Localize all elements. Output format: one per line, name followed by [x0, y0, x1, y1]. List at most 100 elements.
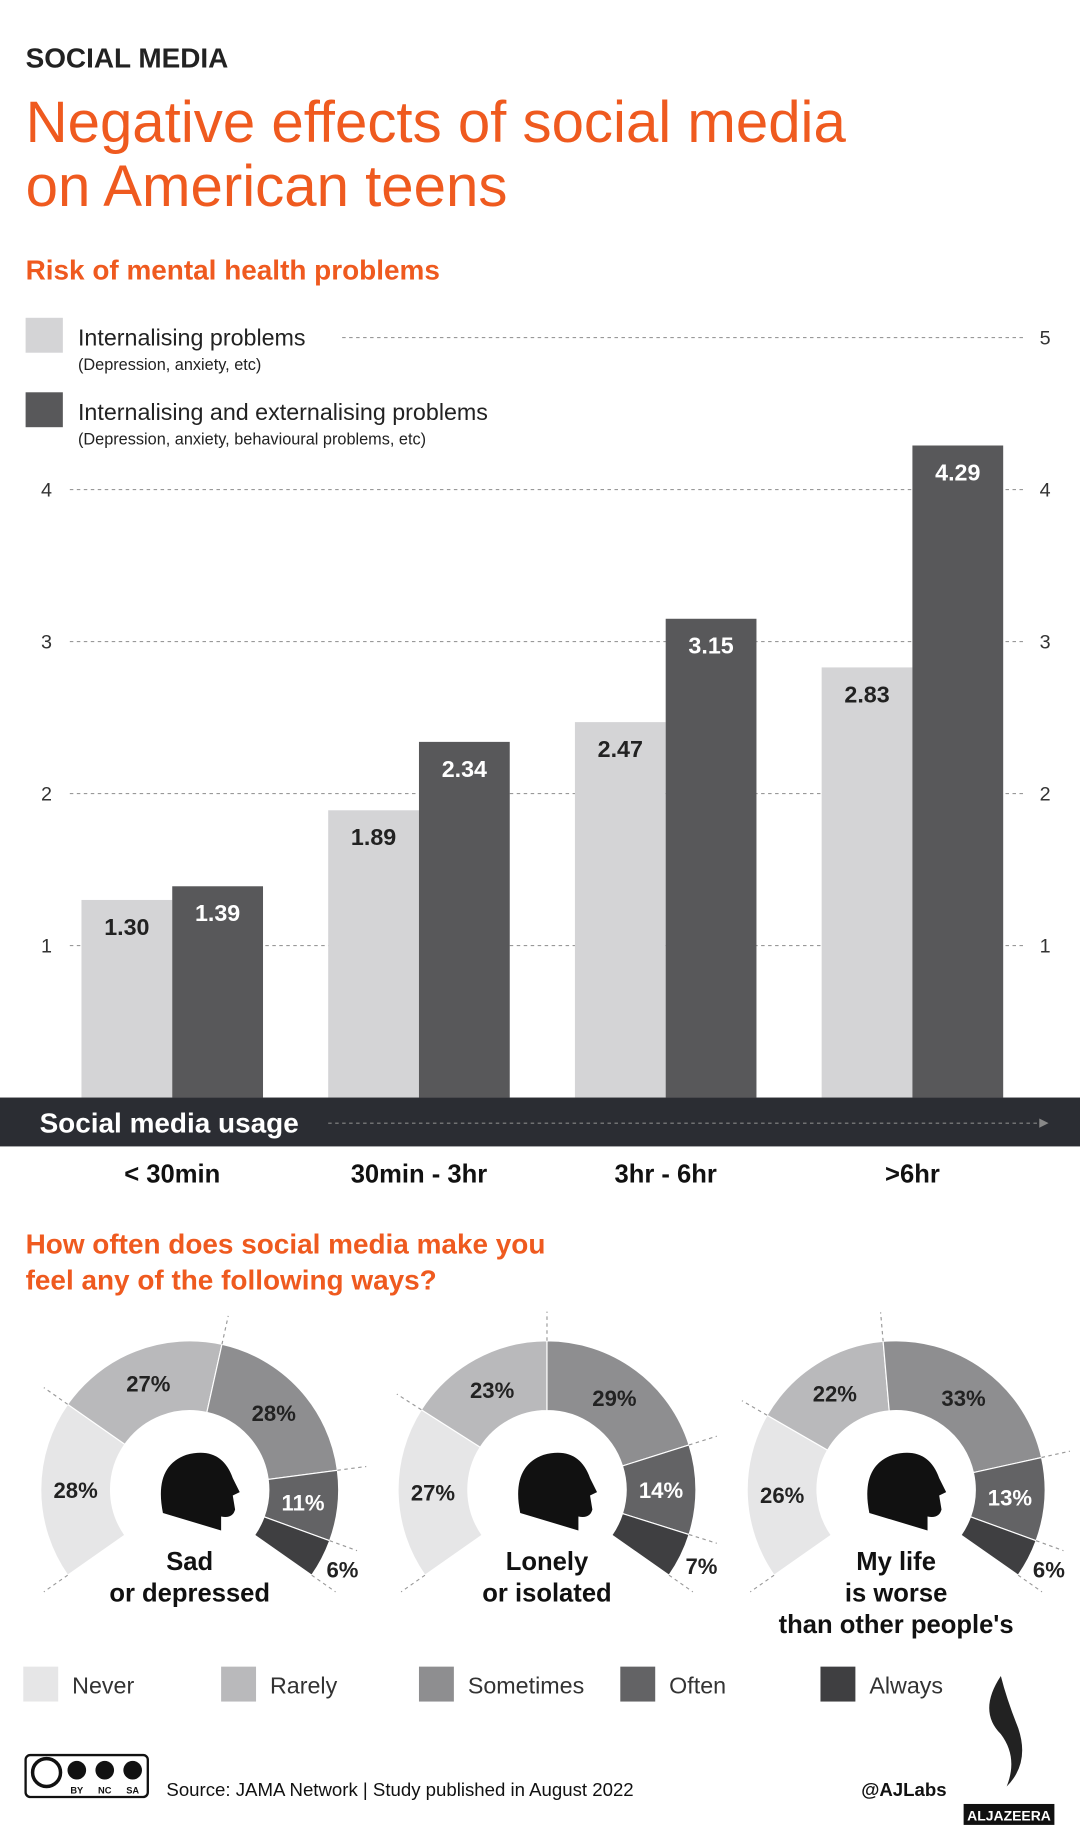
bar	[665, 618, 757, 1098]
donut-value-label: 26%	[760, 1483, 805, 1508]
legend-label: Always	[869, 1672, 943, 1698]
donut-value-label: 14%	[639, 1478, 684, 1503]
leader-line	[396, 1393, 422, 1411]
legend-swatch	[221, 1666, 257, 1702]
x-tick-label: 30min - 3hr	[351, 1161, 488, 1189]
legend-swatch	[25, 317, 63, 353]
donut-name: Sad or depressed	[109, 1548, 270, 1607]
donut-segment	[253, 1516, 331, 1576]
leader-line	[1017, 1574, 1043, 1593]
legend-note: (Depression, anxiety, behavioural proble…	[78, 431, 426, 449]
leader-line	[688, 1533, 717, 1544]
leader-line	[749, 1574, 775, 1593]
leader-line	[1041, 1450, 1071, 1459]
source: Source: JAMA Network | Study published i…	[166, 1779, 633, 1800]
donut-value-label: 27%	[126, 1372, 171, 1397]
license-label: BY	[70, 1785, 84, 1795]
leader-line	[688, 1435, 717, 1446]
y-tick-label: 3	[41, 632, 52, 654]
leader-line	[337, 1465, 367, 1471]
cc-icon	[30, 1756, 63, 1789]
x-tick-label: < 30min	[124, 1161, 220, 1189]
donut-value-label: 28%	[54, 1478, 99, 1503]
leader-line	[741, 1400, 768, 1416]
leader-line	[329, 1540, 358, 1552]
kicker: SOCIAL MEDIA	[26, 43, 229, 74]
y-tick-label: 1	[1040, 936, 1051, 958]
value-label: 1.30	[104, 914, 149, 940]
head-icon	[518, 1452, 598, 1531]
y-tick-label: 3	[1040, 632, 1051, 654]
x-axis-band	[0, 1097, 1080, 1147]
donut-value-label: 33%	[941, 1386, 986, 1411]
donut-value-label: 27%	[411, 1480, 456, 1505]
donut-value-label: 23%	[470, 1378, 515, 1403]
leader-line	[43, 1574, 69, 1593]
legend-label: Often	[669, 1672, 726, 1698]
donut-segment	[546, 1340, 690, 1467]
legend-swatch	[25, 392, 63, 428]
donut-value-label: 11%	[282, 1490, 325, 1515]
logo-box	[963, 1803, 1055, 1825]
leader-line	[668, 1574, 694, 1593]
head-icon	[160, 1452, 240, 1531]
bar	[912, 445, 1004, 1098]
donut-segment	[66, 1340, 223, 1446]
leader-line	[880, 1312, 884, 1342]
by-icon	[67, 1760, 87, 1780]
head-icon	[867, 1452, 947, 1531]
leader-line	[43, 1387, 69, 1405]
y-tick-label: 2	[41, 784, 52, 806]
logo-mark	[989, 1675, 1023, 1787]
y-tick-label: 4	[1040, 480, 1051, 502]
legend-label: Sometimes	[468, 1672, 584, 1698]
x-tick-label: >6hr	[885, 1161, 940, 1189]
main-title: Negative effects of social media on Ameri…	[26, 90, 847, 219]
donut-value-label: 6%	[326, 1557, 358, 1582]
donut-value-label: 28%	[252, 1401, 297, 1426]
donut-name: My life is worse than other people's	[779, 1548, 1014, 1639]
donut-segment	[397, 1408, 483, 1576]
donut-value-label: 13%	[988, 1485, 1033, 1510]
leader-line	[400, 1574, 426, 1593]
legend-note: (Depression, anxiety, etc)	[78, 356, 261, 374]
donut-value-label: 29%	[592, 1386, 637, 1411]
bar	[418, 741, 510, 1098]
y-tick-label: 4	[41, 480, 52, 502]
y-tick-label: 2	[1040, 784, 1051, 806]
value-label: 2.47	[598, 736, 643, 762]
value-label: 2.83	[844, 681, 889, 707]
leader-line	[1035, 1540, 1064, 1552]
donut-value-label: 7%	[685, 1554, 717, 1579]
legend-label: Rarely	[270, 1672, 338, 1698]
bar	[574, 722, 666, 1098]
donut-chart-title: How often does social media make you feel…	[26, 1228, 546, 1295]
legend-swatch	[820, 1666, 856, 1702]
nc-icon	[95, 1760, 115, 1780]
value-label: 2.34	[442, 756, 487, 782]
sa-icon	[123, 1760, 142, 1780]
legend-label: Internalising problems	[78, 325, 306, 351]
bar	[821, 667, 913, 1098]
x-axis-title: Social media usage	[40, 1107, 299, 1138]
bar	[81, 899, 173, 1098]
license-badge	[24, 1753, 149, 1799]
value-label: 1.39	[195, 900, 240, 926]
legend-swatch	[23, 1666, 59, 1702]
license-label: SA	[126, 1785, 139, 1795]
donut-value-label: 22%	[813, 1382, 858, 1407]
value-label: 1.89	[351, 824, 396, 850]
license-label: NC	[98, 1785, 112, 1795]
brand: ALJAZEERA	[967, 1807, 1051, 1823]
value-label: 3.15	[688, 633, 733, 659]
leader-line	[311, 1574, 336, 1593]
y-tick-label: 5	[1040, 328, 1051, 350]
y-tick-label: 1	[41, 936, 52, 958]
donut-value-label: 6%	[1033, 1557, 1065, 1582]
bar	[328, 810, 419, 1098]
leader-line	[221, 1315, 229, 1345]
legend-swatch	[620, 1666, 656, 1702]
donut-name: Lonely or isolated	[482, 1548, 611, 1607]
donut-segment	[882, 1340, 1043, 1474]
